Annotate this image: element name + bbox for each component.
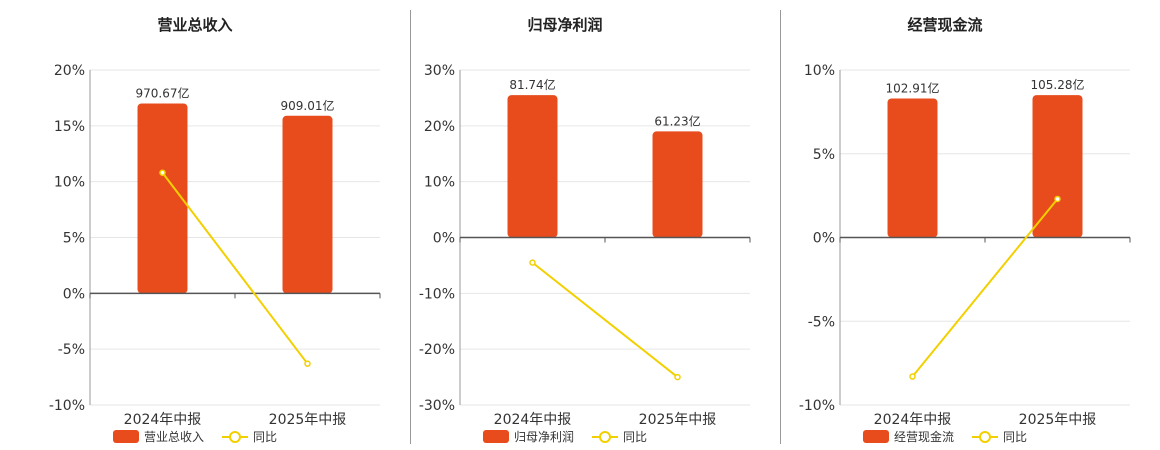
x-tick-label: 2025年中报 xyxy=(639,412,717,428)
yoy-line xyxy=(531,261,679,378)
yoy-point xyxy=(159,169,166,176)
y-tick-label: 5% xyxy=(813,147,835,163)
chart-panel-cash-flow: 经营现金流 10% 5% 0% -5% -10% 102.91亿 105.28亿 2024年中… xyxy=(750,0,1140,450)
y-tick-label: 0% xyxy=(813,231,835,247)
y-tick-label: 15% xyxy=(54,119,85,135)
y-tick-label: -5% xyxy=(58,342,85,358)
legend-bar-label: 营业总收入 xyxy=(143,430,204,444)
chart-panel-revenue: 营业总收入 20% 15% 10% 5% 0% -5% -10% 970.67亿 909.01亿… xyxy=(0,0,390,450)
y-tick-label: 10% xyxy=(54,175,85,191)
bar xyxy=(507,95,558,238)
y-tick-label: 30% xyxy=(424,63,455,79)
bar xyxy=(1032,95,1083,238)
bar-data-label: 105.28亿 xyxy=(1031,77,1085,92)
y-tick-label: -10% xyxy=(799,398,835,414)
bar-data-label: 81.74亿 xyxy=(509,77,555,92)
legend: 营业总收入 同比 xyxy=(0,428,390,445)
chart-title: 归母净利润 xyxy=(527,16,603,34)
panel-divider xyxy=(780,10,781,444)
bar xyxy=(887,98,938,238)
bar xyxy=(282,115,333,294)
y-tick-label: -10% xyxy=(49,398,85,414)
y-tick-label: 0% xyxy=(433,231,455,247)
chart-panel-net-profit: 归母净利润 30% 20% 10% 0% -10% -20% -30% 81.74亿 61.23… xyxy=(370,0,760,450)
yoy-line xyxy=(161,172,309,365)
panel-divider xyxy=(410,10,411,444)
x-tick-label: 2025年中报 xyxy=(1019,412,1097,428)
chart-svg: 30% 20% 10% 0% -10% -20% -30% 81.74亿 61.23亿 2024年… xyxy=(419,63,751,428)
x-tick-label: 2024年中报 xyxy=(874,412,952,428)
legend-bar-label: 归母净利润 xyxy=(513,430,574,444)
legend-line-label: 同比 xyxy=(1003,430,1028,444)
chart-svg: 20% 15% 10% 5% 0% -5% -10% 970.67亿 909.01亿 2024年中… xyxy=(49,63,381,428)
legend-line-swatch xyxy=(222,430,248,443)
x-tick-label: 2025年中报 xyxy=(269,412,347,428)
legend-line-swatch xyxy=(972,430,998,443)
yoy-point xyxy=(674,373,681,381)
legend-bar-swatch xyxy=(112,430,139,443)
y-tick-label: -30% xyxy=(419,398,455,414)
legend-bar-swatch xyxy=(862,430,889,443)
bar-data-label: 102.91亿 xyxy=(886,80,940,95)
yoy-point xyxy=(304,360,311,367)
bar-data-label: 61.23亿 xyxy=(654,113,700,128)
legend: 经营现金流 同比 xyxy=(750,428,1140,445)
chart-title: 经营现金流 xyxy=(907,16,983,34)
bar-data-label: 909.01亿 xyxy=(281,98,335,113)
chart-title: 营业总收入 xyxy=(157,16,233,34)
y-tick-label: -5% xyxy=(808,314,835,330)
bar xyxy=(137,103,188,294)
y-tick-label: 10% xyxy=(804,63,835,79)
legend-bar-label: 经营现金流 xyxy=(893,430,954,444)
legend-line-label: 同比 xyxy=(623,430,648,444)
x-tick-label: 2024年中报 xyxy=(494,412,572,428)
legend-line-label: 同比 xyxy=(253,430,278,444)
x-tick-label: 2024年中报 xyxy=(124,412,202,428)
y-tick-label: 20% xyxy=(424,119,455,135)
y-tick-label: -20% xyxy=(419,342,455,358)
y-tick-label: 0% xyxy=(63,286,85,302)
yoy-line xyxy=(911,198,1059,378)
chart-svg: 10% 5% 0% -5% -10% 102.91亿 105.28亿 2024年中报 2025年… xyxy=(799,63,1131,428)
bar-data-label: 970.67亿 xyxy=(136,86,190,101)
legend-line-swatch xyxy=(592,430,618,443)
yoy-point xyxy=(1054,195,1061,203)
y-tick-label: -10% xyxy=(419,286,455,302)
y-tick-label: 10% xyxy=(424,175,455,191)
bar xyxy=(652,131,703,238)
yoy-point xyxy=(529,259,536,266)
legend: 归母净利润 同比 xyxy=(370,428,760,445)
y-tick-label: 20% xyxy=(54,63,85,79)
yoy-point xyxy=(909,373,916,380)
legend-bar-swatch xyxy=(482,430,509,443)
y-tick-label: 5% xyxy=(63,231,85,247)
